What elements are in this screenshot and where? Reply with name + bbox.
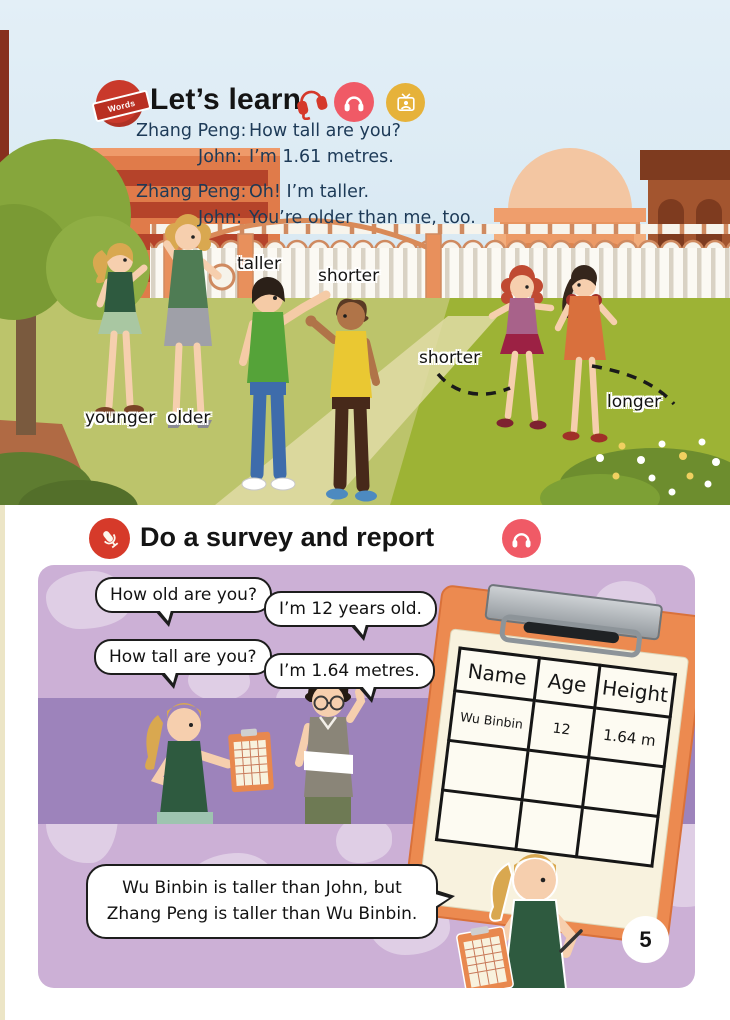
dialogue-line: You’re older than me, too. xyxy=(249,208,476,228)
tv-video-icon xyxy=(386,83,425,122)
lets-learn-scene: Words Let’s learn xyxy=(0,0,730,505)
character-survey-girl xyxy=(145,703,274,824)
interview-characters xyxy=(145,673,366,824)
dialogue-block: Zhang Peng: How tall are you? John: I’m … xyxy=(136,119,476,231)
report-bubble: Wu Binbin is taller than John, but Zhang… xyxy=(86,864,455,939)
dialogue-line: How tall are you? xyxy=(249,121,401,141)
mini-clipboard xyxy=(456,926,514,988)
microphone-icon xyxy=(89,518,130,559)
character-pigtail-girl xyxy=(554,265,618,443)
words-ribbon: Words xyxy=(91,89,152,123)
mini-clipboard xyxy=(228,728,274,793)
dialogue-speaker: John: xyxy=(198,208,242,228)
label-older: older xyxy=(167,408,211,428)
headset-mic-icon xyxy=(293,82,329,120)
lets-learn-title: Let’s learn xyxy=(150,83,302,116)
bubble-164-metres: I’m 1.64 metres. xyxy=(264,653,435,703)
headphones-audio-icon xyxy=(334,82,374,122)
bush-bottom-left xyxy=(0,452,138,505)
bubble-how-old: How old are you? xyxy=(95,577,272,627)
label-taller: taller xyxy=(237,254,281,274)
dialogue-speaker: John: xyxy=(198,147,242,167)
character-john xyxy=(305,298,380,502)
character-zhang-peng xyxy=(239,276,331,491)
rope-dashes xyxy=(436,364,676,406)
dialogue-gap xyxy=(136,171,476,179)
page-number: 5 xyxy=(622,916,669,963)
bubble-12-years: I’m 12 years old. xyxy=(264,591,437,641)
dialogue-speaker: Zhang Peng: xyxy=(136,182,247,202)
words-badge-icon: Words xyxy=(91,80,152,127)
lets-learn-header: Words Let’s learn xyxy=(0,0,730,130)
label-younger: younger xyxy=(85,408,156,428)
fence xyxy=(150,218,730,301)
report-line1: Wu Binbin is taller than John, but xyxy=(122,878,402,898)
character-younger-girl xyxy=(92,243,148,417)
label-shorter-rope: shorter xyxy=(419,348,481,368)
dialogue-line: Oh! I’m taller. xyxy=(249,182,370,202)
label-shorter-boy: shorter xyxy=(318,266,380,286)
words-badge-label: Words xyxy=(106,97,137,115)
report-line2: Zhang Peng is taller than Wu Binbin. xyxy=(106,904,418,925)
label-longer: longer xyxy=(607,392,662,412)
dialogue-line: I’m 1.61 metres. xyxy=(249,147,394,167)
flower-bush-right xyxy=(540,438,730,505)
character-reporter-girl xyxy=(456,854,583,988)
character-teacher xyxy=(163,214,222,428)
headphones-audio-icon xyxy=(502,519,541,558)
survey-title: Do a survey and report xyxy=(140,522,435,552)
dialogue-speaker: Zhang Peng: xyxy=(136,121,247,141)
survey-panel: How old are you? I’m 12 years old. How t… xyxy=(38,565,695,988)
reporting-girl xyxy=(456,854,583,988)
bubble-how-tall: How tall are you? xyxy=(94,639,272,689)
splat-shape xyxy=(336,817,392,863)
character-redhair-girl xyxy=(488,265,555,430)
page-left-edge xyxy=(0,0,5,1020)
playground-illustration xyxy=(0,0,730,505)
